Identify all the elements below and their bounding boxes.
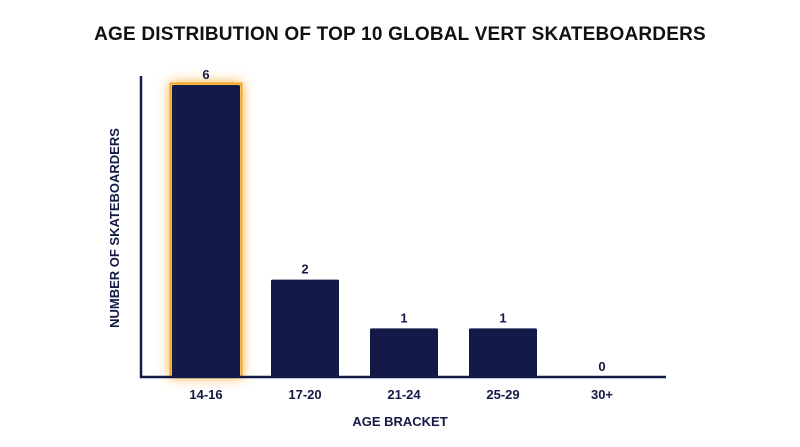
bar-25-29 bbox=[469, 328, 537, 377]
bar-21-24 bbox=[370, 328, 438, 377]
bar-14-16 bbox=[172, 85, 240, 377]
data-label-30+: 0 bbox=[598, 359, 605, 374]
data-label-21-24: 1 bbox=[400, 310, 407, 325]
tick-label-14-16: 14-16 bbox=[189, 387, 222, 402]
chart-title: AGE DISTRIBUTION OF TOP 10 GLOBAL VERT S… bbox=[94, 24, 706, 45]
tick-label-30+: 30+ bbox=[591, 387, 613, 402]
y-axis-label: NUMBER OF SKATEBOARDERS bbox=[107, 128, 122, 328]
bar-17-20 bbox=[271, 279, 339, 377]
tick-label-25-29: 25-29 bbox=[486, 387, 519, 402]
data-label-17-20: 2 bbox=[301, 262, 308, 277]
labels-layer: 6 14-16 2 17-20 1 21-24 1 25-29 0 30+ bbox=[189, 67, 613, 402]
x-axis-label: AGE BRACKET bbox=[352, 414, 447, 429]
axes-layer bbox=[139, 76, 666, 379]
bars-layer bbox=[169, 82, 537, 378]
data-label-14-16: 6 bbox=[202, 67, 209, 82]
tick-label-17-20: 17-20 bbox=[288, 387, 321, 402]
data-label-25-29: 1 bbox=[499, 310, 506, 325]
tick-label-21-24: 21-24 bbox=[387, 387, 421, 402]
